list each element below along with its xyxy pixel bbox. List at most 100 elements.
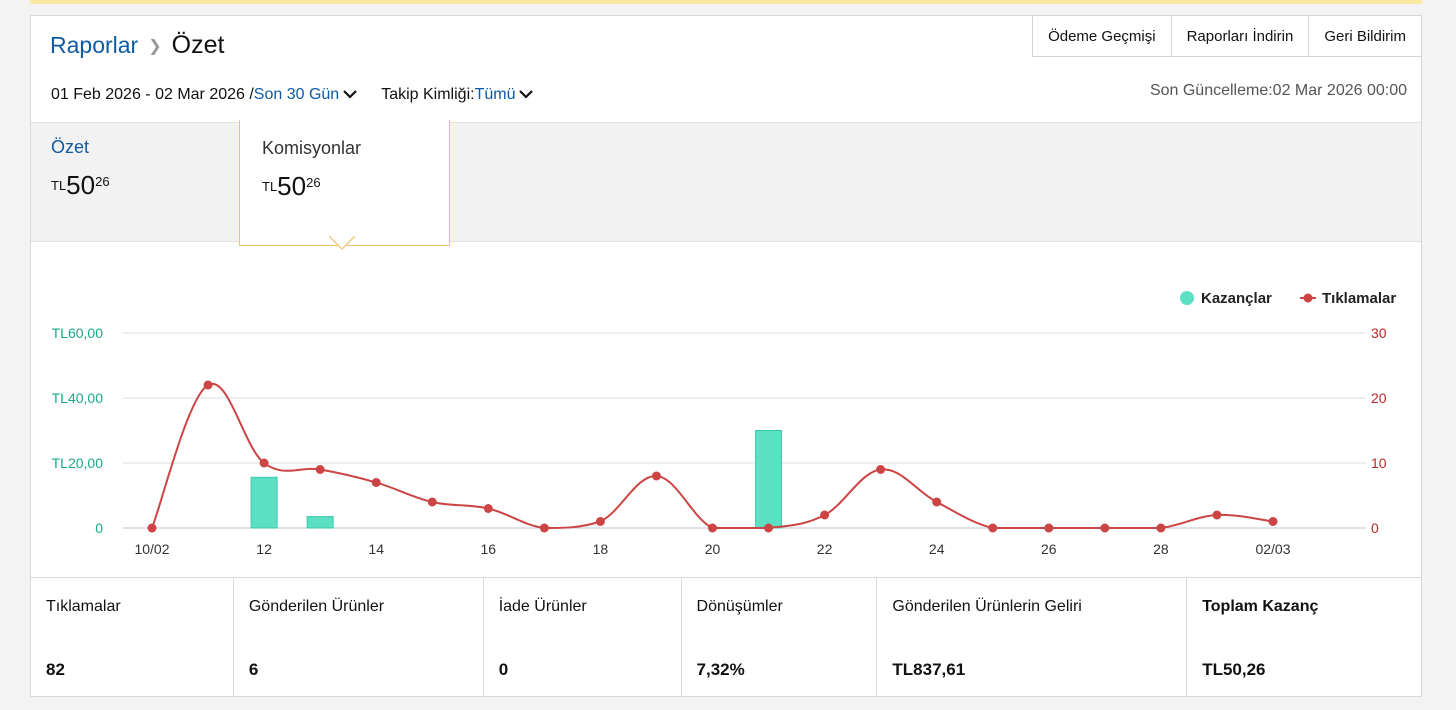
stat-conversions: Dönüşümler 7,32% bbox=[682, 578, 878, 696]
x-tick-label: 18 bbox=[593, 541, 609, 557]
stat-value: 82 bbox=[46, 660, 65, 679]
clicks-point bbox=[147, 523, 157, 533]
clicks-point bbox=[764, 523, 774, 533]
x-tick-label: 24 bbox=[929, 541, 945, 557]
date-range-text: 01 Feb 2026 - 02 Mar 2026 / bbox=[51, 86, 254, 103]
clicks-point bbox=[203, 380, 213, 390]
clicks-point bbox=[651, 471, 661, 481]
page-title: Özet bbox=[171, 31, 225, 59]
payment-history-button[interactable]: Ödeme Geçmişi bbox=[1032, 15, 1172, 57]
clicks-point bbox=[932, 497, 942, 507]
x-tick-label: 26 bbox=[1041, 541, 1057, 557]
stats-row: Tıklamalar 82 Gönderilen Ürünler 6 İade … bbox=[31, 577, 1421, 696]
stat-label: Tıklamalar bbox=[46, 598, 121, 615]
stat-shipped-revenue: Gönderilen Ürünlerin Geliri TL837,61 bbox=[877, 578, 1188, 696]
tracking-id-label: Takip Kimliği: bbox=[381, 86, 475, 103]
clicks-point bbox=[876, 465, 886, 474]
stat-label: Toplam Kazanç bbox=[1202, 598, 1319, 615]
stat-value: 7,32% bbox=[696, 660, 745, 679]
tab-summary-amount: TL 50 26 bbox=[51, 172, 110, 198]
stat-value: TL50,26 bbox=[1202, 660, 1266, 679]
x-tick-label: 10/02 bbox=[134, 541, 169, 557]
clicks-point bbox=[259, 458, 269, 468]
earnings-bar bbox=[250, 476, 278, 529]
y-left-tick-label: TL40,00 bbox=[52, 390, 104, 406]
tab-commissions-label: Komisyonlar bbox=[262, 138, 362, 158]
period-dropdown-label: Son 30 Gün bbox=[253, 86, 340, 103]
y-right-tick-label: 10 bbox=[1371, 455, 1387, 471]
stat-label: Gönderilen Ürünler bbox=[248, 598, 385, 615]
stat-shipped-items: Gönderilen Ürünler 6 bbox=[234, 578, 484, 696]
clicks-point bbox=[539, 523, 549, 533]
tab-summary[interactable]: Özet TL 50 26 bbox=[51, 137, 110, 198]
clicks-point bbox=[595, 517, 605, 526]
y-right-tick-label: 0 bbox=[1371, 520, 1379, 536]
feedback-button[interactable]: Geri Bildirim bbox=[1308, 15, 1422, 57]
y-left-tick-label: TL60,00 bbox=[52, 325, 104, 341]
earnings-bar bbox=[306, 516, 334, 529]
legend-earnings-label: Kazançlar bbox=[1201, 290, 1272, 307]
download-reports-button[interactable]: Raporları İndirin bbox=[1170, 15, 1310, 57]
amount-currency: TL bbox=[262, 179, 278, 194]
notification-strip bbox=[30, 0, 1422, 4]
x-tick-label: 12 bbox=[256, 541, 272, 557]
stat-returned-items: İade Ürünler 0 bbox=[484, 578, 682, 696]
y-left-tick-label: 0 bbox=[95, 520, 103, 536]
report-card: Raporlar ❯ Özet Ödeme Geçmişi Raporları … bbox=[30, 15, 1422, 697]
clicks-point bbox=[315, 465, 325, 474]
clicks-point bbox=[1212, 510, 1222, 520]
amount-currency: TL bbox=[51, 178, 67, 193]
stat-value: TL837,61 bbox=[892, 660, 966, 679]
period-dropdown[interactable]: Son 30 Gün bbox=[254, 86, 357, 104]
legend-clicks-swatch bbox=[1303, 293, 1313, 303]
chevron-down-icon bbox=[519, 90, 534, 99]
tab-commissions-amount: TL 50 26 bbox=[262, 173, 361, 199]
tracking-id-value: Tümü bbox=[474, 86, 516, 103]
tab-pointer-arrow bbox=[329, 236, 355, 250]
legend-clicks-label: Tıklamalar bbox=[1322, 290, 1396, 307]
stat-label: Gönderilen Ürünlerin Geliri bbox=[892, 598, 1082, 615]
legend-earnings-swatch bbox=[1180, 291, 1194, 305]
tab-commissions[interactable]: Komisyonlar TL 50 26 bbox=[239, 120, 450, 246]
clicks-point bbox=[427, 497, 437, 507]
clicks-point bbox=[988, 523, 998, 533]
y-right-tick-label: 20 bbox=[1371, 390, 1387, 406]
x-tick-label: 14 bbox=[368, 541, 384, 557]
x-tick-label: 16 bbox=[481, 541, 497, 557]
clicks-point bbox=[371, 478, 381, 487]
x-tick-label: 02/03 bbox=[1255, 541, 1290, 557]
clicks-point bbox=[1100, 523, 1110, 533]
x-tick-label: 22 bbox=[817, 541, 833, 557]
stat-value: 6 bbox=[248, 660, 259, 679]
tab-summary-label: Özet bbox=[51, 137, 90, 157]
clicks-point bbox=[1268, 517, 1278, 526]
stat-label: Dönüşümler bbox=[696, 598, 783, 615]
amount-fraction: 26 bbox=[306, 175, 321, 190]
filter-row: 01 Feb 2026 - 02 Mar 2026 / Son 30 Gün T… bbox=[51, 86, 534, 104]
y-left-tick-label: TL20,00 bbox=[52, 455, 104, 471]
amount-main: 50 bbox=[66, 170, 96, 200]
stat-clicks: Tıklamalar 82 bbox=[31, 578, 234, 696]
stat-label: İade Ürünler bbox=[498, 598, 587, 615]
amount-fraction: 26 bbox=[95, 174, 110, 189]
earnings-bar bbox=[755, 430, 783, 529]
chevron-right-icon: ❯ bbox=[148, 38, 162, 55]
last-updated-text: Son Güncelleme:02 Mar 2026 00:00 bbox=[1149, 82, 1407, 99]
stat-total-earnings: Toplam Kazanç TL50,26 bbox=[1187, 578, 1421, 696]
clicks-point bbox=[708, 523, 717, 533]
x-tick-label: 28 bbox=[1153, 541, 1169, 557]
clicks-point bbox=[1156, 523, 1166, 533]
amount-main: 50 bbox=[277, 171, 307, 201]
breadcrumb: Raporlar ❯ Özet bbox=[50, 31, 224, 60]
top-button-group: Ödeme Geçmişi Raporları İndirin Geri Bil… bbox=[1032, 15, 1422, 57]
clicks-point bbox=[820, 510, 830, 520]
breadcrumb-reports-link[interactable]: Raporlar bbox=[50, 32, 139, 58]
chevron-down-icon bbox=[343, 90, 357, 99]
clicks-point bbox=[483, 504, 493, 513]
clicks-point bbox=[1044, 523, 1054, 533]
clicks-line bbox=[151, 382, 1274, 530]
y-right-tick-label: 30 bbox=[1371, 325, 1387, 341]
tracking-id-dropdown[interactable]: Tümü bbox=[475, 86, 534, 104]
earnings-clicks-chart: 0 TL20,00 TL40,00 TL60,00 0 10 20 30 10/02 12 14 16… bbox=[52, 290, 1397, 557]
stat-value: 0 bbox=[498, 660, 509, 679]
